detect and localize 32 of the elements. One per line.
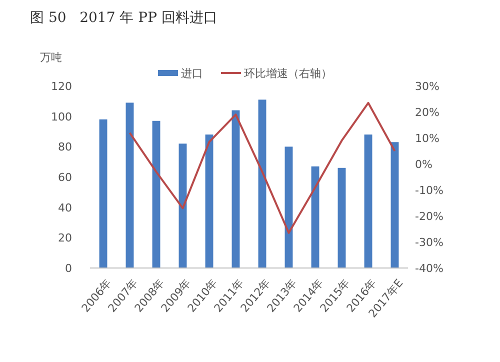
- bar: [178, 144, 187, 268]
- y-axis-title: 万吨: [40, 51, 62, 64]
- legend-label: 进口: [181, 67, 203, 80]
- bar: [126, 102, 134, 268]
- y-tick-label: 120: [51, 80, 72, 93]
- bar: [99, 119, 108, 268]
- bar: [232, 110, 240, 268]
- y2-tick-label: -10%: [415, 184, 444, 197]
- y-tick-label: 20: [58, 232, 72, 245]
- y2-tick-label: 30%: [415, 80, 440, 93]
- y-tick-label: 60: [58, 171, 72, 184]
- y-tick-label: 40: [58, 201, 72, 214]
- y2-tick-label: 10%: [415, 132, 440, 145]
- bar: [364, 134, 372, 268]
- bar: [390, 142, 399, 268]
- y-tick-label: 80: [58, 140, 72, 154]
- line-series: [128, 102, 396, 234]
- bar: [152, 120, 160, 268]
- y2-tick-label: -40%: [415, 262, 444, 275]
- y2-tick-label: -30%: [415, 236, 444, 249]
- bar: [311, 166, 320, 268]
- y-tick-label: 100: [51, 110, 72, 124]
- y2-tick-label: 0%: [415, 158, 432, 171]
- y-tick-label: 0: [65, 262, 72, 275]
- bar: [205, 134, 214, 268]
- y2-tick-label: -20%: [415, 210, 444, 223]
- y2-tick-label: 20%: [415, 106, 440, 119]
- legend-label: 环比增速（右轴）: [244, 67, 332, 80]
- bar: [338, 168, 346, 268]
- chart-title: 图 50 2017 年 PP 回料进口: [30, 10, 218, 26]
- bar: [284, 146, 293, 268]
- bar: [258, 100, 266, 268]
